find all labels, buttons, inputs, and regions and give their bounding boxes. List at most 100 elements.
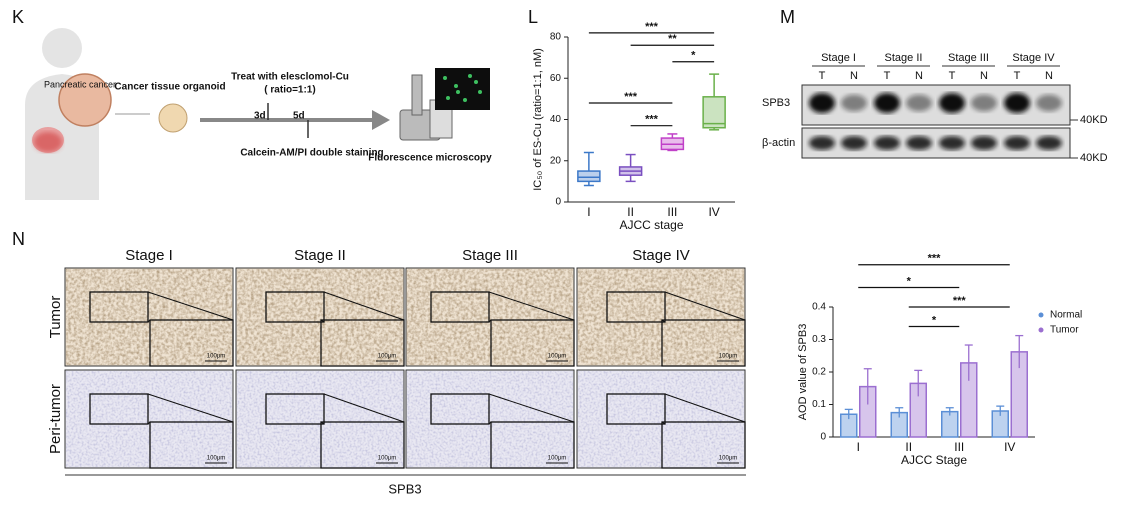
inset bbox=[320, 319, 405, 367]
x-tick-label: IV bbox=[708, 205, 719, 219]
y-tick-label: 80 bbox=[550, 32, 562, 43]
organoid-label: Cancer tissue organoid bbox=[114, 82, 225, 93]
inset-link bbox=[320, 319, 325, 323]
inset bbox=[149, 319, 234, 367]
band bbox=[809, 136, 835, 150]
significance-label: *** bbox=[928, 253, 942, 265]
ihc-texture bbox=[66, 269, 232, 365]
significance-label: *** bbox=[645, 114, 659, 126]
band bbox=[1004, 136, 1030, 150]
stage-label: Stage III bbox=[948, 52, 989, 64]
legend-swatch bbox=[1038, 327, 1044, 333]
staining: Calcein-AM/PI double staining bbox=[240, 148, 383, 159]
band bbox=[1036, 94, 1062, 112]
x-tick-label: I bbox=[587, 205, 590, 219]
lane-label: N bbox=[915, 70, 923, 82]
inset-source bbox=[265, 393, 325, 425]
monitor-cells bbox=[443, 74, 482, 102]
ratio: ( ratio=1:1) bbox=[264, 85, 315, 96]
tumor-glow bbox=[34, 132, 62, 152]
band bbox=[841, 136, 867, 150]
scale-label: 100μm bbox=[548, 354, 566, 360]
inset-source bbox=[89, 291, 149, 323]
legend-label: Normal bbox=[1050, 310, 1082, 321]
ihc-texture bbox=[237, 269, 403, 365]
x-tick-label: III bbox=[954, 440, 964, 454]
day-label: 5d bbox=[293, 111, 305, 122]
inset-link bbox=[320, 421, 325, 425]
stage-label: Stage IV bbox=[632, 247, 690, 264]
stage-label: Stage IV bbox=[1012, 52, 1055, 64]
lane-label: N bbox=[850, 70, 858, 82]
lane-label: T bbox=[884, 70, 891, 82]
marker-label: 40KD bbox=[1080, 114, 1108, 126]
band bbox=[1004, 93, 1030, 113]
scale-label: 100μm bbox=[207, 354, 225, 360]
panel-letter: M bbox=[780, 7, 795, 27]
scale-label: 100μm bbox=[378, 354, 396, 360]
box bbox=[577, 170, 601, 183]
stage-label: Stage II bbox=[294, 247, 346, 264]
x-axis-label: AJCC Stage bbox=[901, 453, 967, 467]
row-label: β-actin bbox=[762, 137, 795, 149]
panel-letter: L bbox=[528, 7, 538, 27]
scale-label: 100μm bbox=[207, 456, 225, 462]
band bbox=[874, 93, 900, 113]
inset-link bbox=[147, 421, 151, 425]
monitor bbox=[435, 68, 490, 110]
inset-link bbox=[147, 291, 234, 321]
y-tick-label: 0.1 bbox=[812, 399, 826, 410]
significance-label: *** bbox=[624, 91, 638, 103]
inset-link bbox=[323, 393, 405, 423]
panel-letter: K bbox=[12, 7, 24, 27]
band bbox=[841, 94, 867, 112]
lane-label: N bbox=[1045, 70, 1053, 82]
y-axis-label: AOD value of SPB3 bbox=[797, 324, 809, 421]
y-tick-label: 40 bbox=[550, 114, 562, 125]
legend-swatch bbox=[1038, 312, 1044, 318]
x-tick-label: III bbox=[667, 205, 677, 219]
significance-label: *** bbox=[953, 295, 967, 307]
scale-label: 100μm bbox=[719, 456, 737, 462]
legend-label: Tumor bbox=[1050, 325, 1079, 336]
inset bbox=[490, 421, 575, 469]
significance-label: ** bbox=[668, 33, 677, 45]
day-label: 3d bbox=[254, 111, 266, 122]
band bbox=[1036, 136, 1062, 150]
row-label: SPB3 bbox=[762, 97, 790, 109]
band bbox=[809, 93, 835, 113]
organoid bbox=[158, 103, 188, 133]
x-tick-label: II bbox=[627, 205, 634, 219]
y-tick-label: 0 bbox=[555, 197, 561, 208]
stage-label: Stage III bbox=[462, 247, 518, 264]
ihc-texture bbox=[407, 269, 573, 365]
scale-label: 100μm bbox=[548, 456, 566, 462]
y-tick-label: 0.2 bbox=[812, 367, 826, 378]
box bbox=[702, 96, 726, 129]
panel-letter: N bbox=[12, 229, 25, 249]
footer-label: SPB3 bbox=[388, 481, 421, 496]
inset-link bbox=[488, 319, 492, 323]
inset-link bbox=[661, 421, 666, 425]
band bbox=[874, 136, 900, 150]
lane-label: T bbox=[819, 70, 826, 82]
band bbox=[906, 136, 932, 150]
inset bbox=[661, 319, 746, 367]
x-axis-label: AJCC stage bbox=[619, 218, 683, 232]
inset-link bbox=[488, 393, 575, 423]
ihc-texture bbox=[578, 371, 744, 467]
inset-link bbox=[488, 421, 492, 425]
tissue-magnify bbox=[58, 73, 112, 127]
inset-link bbox=[664, 393, 746, 423]
lane-label: N bbox=[980, 70, 988, 82]
readout: Fluorescence microscopy bbox=[368, 153, 492, 164]
stage-label: Stage I bbox=[821, 52, 856, 64]
band bbox=[939, 93, 965, 113]
marker-label: 40KD bbox=[1080, 152, 1108, 164]
inset-link bbox=[664, 291, 746, 321]
ihc-texture bbox=[237, 371, 403, 467]
organ-label: Pancreatic cancer bbox=[44, 79, 116, 89]
inset-link bbox=[147, 393, 234, 423]
y-tick-label: 0 bbox=[820, 432, 826, 443]
